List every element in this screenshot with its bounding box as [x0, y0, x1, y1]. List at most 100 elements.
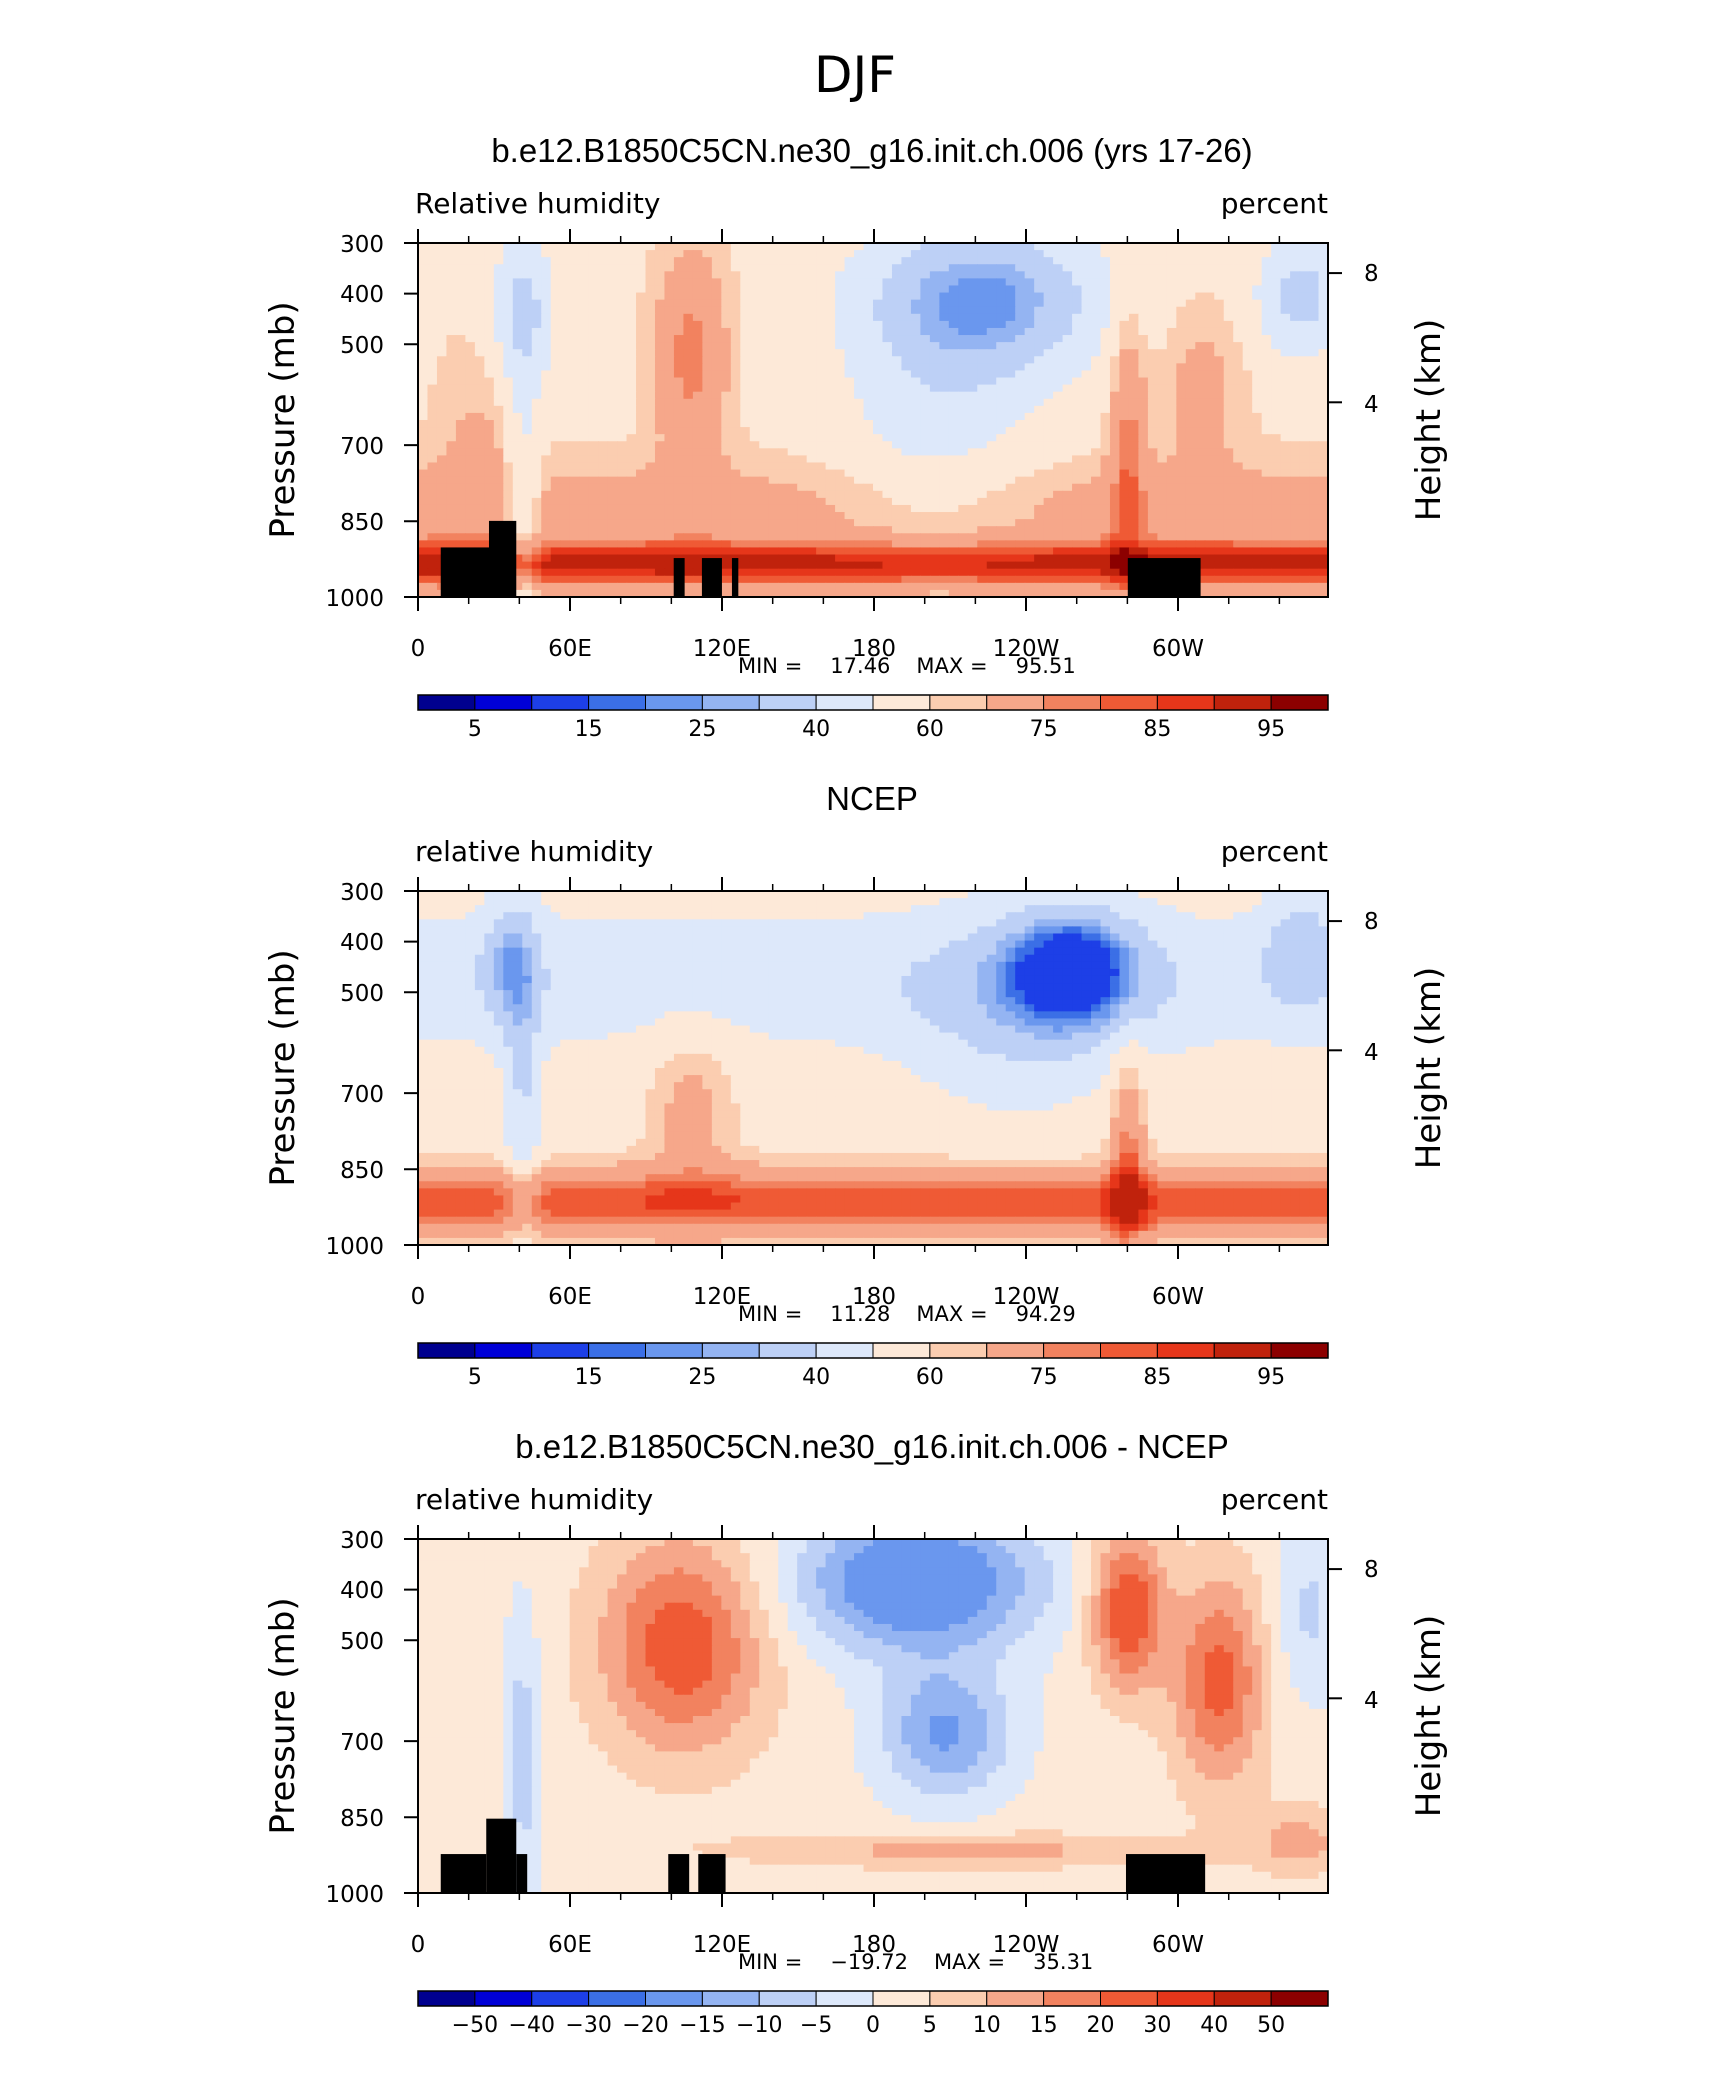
field-cell: [730, 483, 741, 492]
field-cell: [749, 512, 760, 520]
field-cell: [749, 264, 760, 272]
field-cell: [664, 519, 675, 527]
field-cell: [569, 313, 580, 322]
field-cell: [910, 271, 921, 279]
field-cell: [427, 377, 438, 386]
field-cell: [522, 547, 533, 556]
field-cell: [967, 448, 978, 456]
field-cell: [1081, 292, 1092, 301]
field-cell: [664, 327, 675, 336]
field-cell: [1271, 420, 1282, 428]
field-cell: [806, 292, 817, 301]
field-cell: [863, 490, 874, 499]
field-cell: [1109, 582, 1121, 591]
field-cell: [579, 278, 590, 287]
field-cell: [1119, 554, 1130, 563]
field-cell: [768, 589, 779, 597]
field-cell: [588, 448, 599, 456]
field-cell: [806, 575, 817, 584]
field-cell: [664, 469, 675, 478]
field-cell: [512, 398, 523, 407]
field-cell: [1138, 342, 1149, 350]
field-cell: [607, 483, 618, 492]
field-cell: [1299, 349, 1310, 357]
field-cell: [977, 483, 988, 492]
field-cell: [768, 448, 779, 456]
field-cell: [607, 490, 618, 499]
field-cell: [920, 891, 931, 899]
field-cell: [1280, 540, 1291, 549]
field-cell: [1005, 575, 1016, 584]
field-cell: [673, 377, 685, 386]
field-cell: [579, 264, 590, 272]
field-cell: [816, 519, 827, 527]
field-cell: [1147, 250, 1158, 258]
field-cell: [626, 554, 637, 563]
field-cell: [1119, 540, 1130, 549]
field-cell: [1299, 434, 1310, 442]
field-cell: [910, 377, 921, 386]
field-cell: [560, 250, 571, 258]
field-cell: [1185, 349, 1196, 357]
field-cell: [797, 589, 808, 597]
field-cell: [920, 547, 931, 556]
field-cell: [778, 497, 789, 506]
field-cell: [1242, 512, 1253, 520]
field-cell: [465, 278, 476, 287]
field-cell: [749, 405, 760, 414]
field-cell: [721, 462, 732, 471]
colorbar-swatch: [1100, 694, 1158, 711]
field-cell: [1109, 540, 1121, 549]
field-cell: [1024, 398, 1035, 407]
field-cell: [797, 292, 808, 301]
field-cell: [550, 356, 561, 364]
field-cell: [901, 455, 912, 464]
field-cell: [1015, 243, 1026, 251]
field-cell: [768, 320, 779, 329]
field-cell: [1261, 285, 1272, 294]
field-cell: [436, 405, 448, 414]
field-cell: [1119, 483, 1130, 492]
field-cell: [1034, 349, 1045, 357]
field-cell: [986, 377, 997, 386]
colorbar-swatch: [474, 694, 533, 711]
field-cell: [436, 363, 448, 372]
field-cell: [1005, 434, 1016, 442]
field-cell: [929, 370, 940, 379]
field-cell: [1223, 257, 1234, 265]
field-cell: [418, 391, 429, 400]
field-cell: [730, 427, 741, 435]
field-cell: [418, 299, 429, 308]
field-cell: [1309, 420, 1320, 428]
field-cell: [588, 405, 599, 414]
field-cell: [1318, 349, 1328, 357]
field-cell: [768, 504, 779, 513]
field-cell: [418, 264, 429, 272]
field-cell: [1214, 398, 1225, 407]
field-cell: [427, 441, 438, 449]
field-cell: [1043, 448, 1054, 456]
field-cell: [446, 398, 457, 407]
field-cell: [617, 526, 628, 534]
field-cell: [835, 384, 846, 393]
field-cell: [958, 278, 969, 287]
field-cell: [588, 561, 599, 570]
field-cell: [730, 540, 741, 549]
field-cell: [1072, 891, 1083, 899]
field-cell: [721, 412, 732, 421]
field-cell: [1233, 313, 1244, 322]
field-cell: [1318, 370, 1328, 379]
field-cell: [1128, 271, 1140, 279]
field-cell: [692, 554, 703, 563]
field-cell: [569, 420, 580, 428]
field-cell: [1034, 384, 1045, 393]
field-cell: [531, 427, 542, 435]
field-cell: [920, 342, 931, 350]
field-cell: [901, 420, 912, 428]
field-cell: [948, 356, 959, 364]
field-cell: [664, 356, 675, 364]
field-cell: [569, 434, 580, 442]
field-cell: [863, 299, 874, 308]
field-cell: [863, 455, 874, 464]
field-cell: [768, 512, 779, 520]
